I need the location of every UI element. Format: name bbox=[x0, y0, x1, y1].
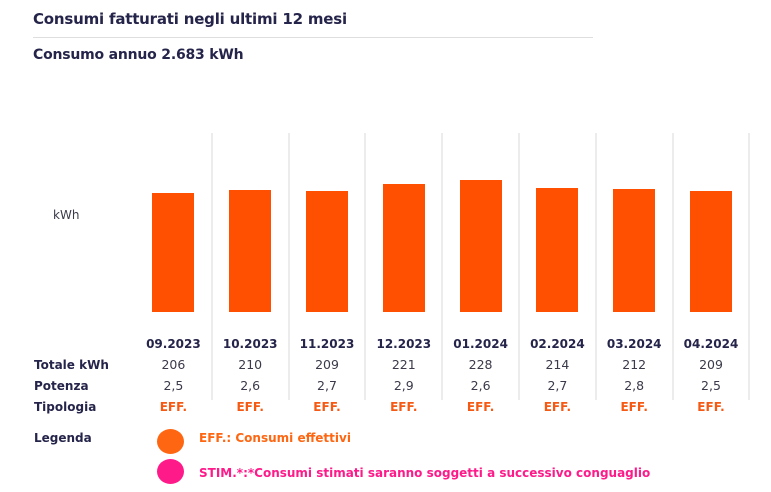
column-divider bbox=[441, 133, 444, 400]
legend-dot-eff bbox=[157, 429, 184, 454]
potenza-value: 2,8 bbox=[624, 378, 645, 393]
x-tick-label: 09.2023 bbox=[146, 337, 201, 351]
tipologia-value: EFF. bbox=[313, 400, 341, 414]
legend-dot-stim bbox=[157, 459, 184, 484]
tipologia-value: EFF. bbox=[390, 400, 418, 414]
potenza-value: 2,7 bbox=[547, 378, 568, 393]
x-tick-label: 02.2024 bbox=[530, 337, 585, 351]
totale-kwh-value: 210 bbox=[238, 357, 263, 372]
x-tick-label: 03.2024 bbox=[606, 337, 662, 351]
bar-11.2023 bbox=[306, 191, 348, 312]
totale-kwh-value: 214 bbox=[545, 357, 570, 372]
column-divider bbox=[518, 133, 520, 400]
column-divider bbox=[210, 133, 213, 400]
tipologia-value: EFF. bbox=[620, 400, 648, 414]
potenza-value: 2,9 bbox=[393, 378, 414, 393]
annual-consumption: Consumo annuo 2.683 kWh bbox=[33, 47, 244, 63]
tipologia-value: EFF. bbox=[697, 400, 725, 414]
column-divider bbox=[364, 133, 367, 400]
totale-kwh-value: 206 bbox=[161, 357, 186, 372]
bar-09.2023 bbox=[152, 192, 195, 312]
legend-text-stim: STIM.*:*Consumi stimati saranno soggetti… bbox=[199, 466, 651, 480]
totale-kwh-value: 228 bbox=[468, 357, 493, 372]
column-divider bbox=[594, 133, 597, 400]
totale-kwh-value: 209 bbox=[699, 357, 723, 372]
potenza-value: 2,6 bbox=[240, 378, 261, 393]
x-tick-label: 11.2023 bbox=[299, 337, 355, 351]
legend-text-eff: EFF.: Consumi effettivi bbox=[199, 431, 351, 445]
row-label-totale: Totale kWh bbox=[34, 358, 109, 372]
row-label-potenza: Potenza bbox=[34, 379, 89, 393]
tipologia-value: EFF. bbox=[159, 400, 188, 414]
tipologia-value: EFF. bbox=[236, 400, 264, 414]
potenza-value: 2,5 bbox=[701, 378, 721, 393]
bar-02.2024 bbox=[536, 188, 579, 312]
page-title: Consumi fatturati negli ultimi 12 mesi bbox=[33, 10, 347, 28]
potenza-value: 2,6 bbox=[470, 378, 491, 393]
title-divider bbox=[33, 37, 593, 38]
tipologia-value: EFF. bbox=[543, 400, 572, 414]
bar-10.2023 bbox=[229, 190, 272, 312]
tipologia-value: EFF. bbox=[466, 400, 495, 414]
column-divider bbox=[287, 133, 290, 400]
bar-01.2024 bbox=[459, 180, 502, 312]
bar-03.2024 bbox=[613, 189, 656, 312]
x-tick-label: 01.2024 bbox=[453, 337, 508, 351]
potenza-value: 2,5 bbox=[163, 378, 184, 393]
row-label-tipologia: Tipologia bbox=[34, 400, 97, 414]
legend-title: Legenda bbox=[34, 431, 92, 445]
totale-kwh-value: 209 bbox=[315, 357, 339, 372]
x-tick-label: 10.2023 bbox=[222, 337, 278, 351]
bar-04.2024 bbox=[690, 191, 732, 312]
totale-kwh-value: 212 bbox=[622, 357, 647, 372]
totale-kwh-value: 221 bbox=[391, 357, 416, 372]
x-tick-label: 12.2023 bbox=[376, 337, 432, 351]
column-divider bbox=[671, 133, 674, 400]
y-axis-label: kWh bbox=[53, 208, 80, 222]
potenza-value: 2,7 bbox=[317, 378, 337, 393]
bar-12.2023 bbox=[382, 184, 425, 312]
column-divider bbox=[748, 133, 751, 400]
x-tick-label: 04.2024 bbox=[683, 337, 739, 351]
